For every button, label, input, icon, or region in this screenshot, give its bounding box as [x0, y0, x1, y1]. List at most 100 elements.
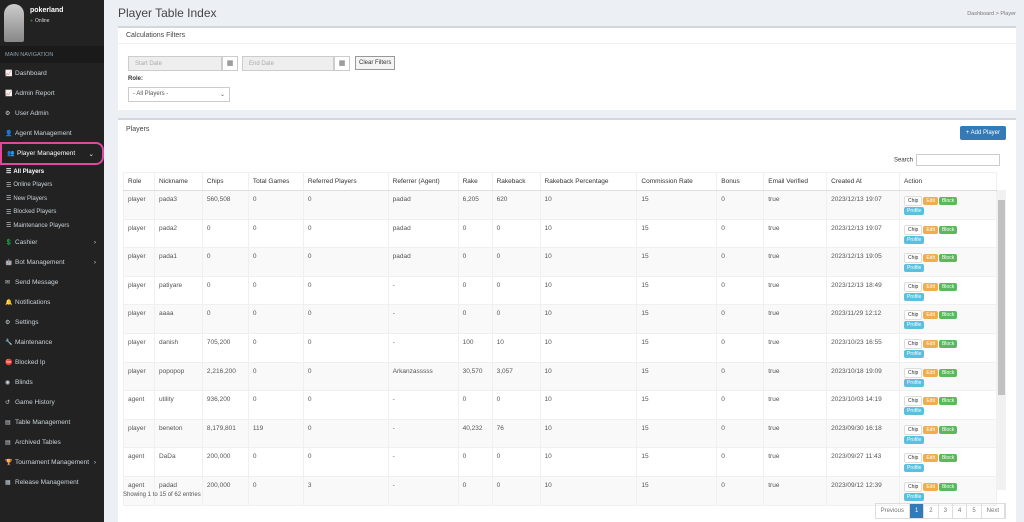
sidebar-item-agent-management[interactable]: 👤 Agent Management	[0, 123, 104, 143]
block-button[interactable]: Block	[938, 425, 958, 434]
profile-button[interactable]: Profile	[904, 207, 925, 215]
sidebar-subitem-blocked-players[interactable]: ☰ Blocked Players	[0, 206, 104, 220]
edit-button[interactable]: Edit	[923, 339, 938, 348]
column-header[interactable]: Chips	[201, 172, 249, 191]
chip-button[interactable]: Chip	[904, 367, 923, 378]
block-button[interactable]: Block	[938, 254, 958, 263]
chip-button[interactable]: Chip	[904, 396, 923, 407]
sidebar-subitem-online-players[interactable]: ☰ Online Players	[0, 179, 104, 193]
column-header[interactable]: Nickname	[153, 172, 203, 191]
breadcrumb-dashboard[interactable]: Dashboard	[967, 11, 995, 17]
edit-button[interactable]: Edit	[923, 454, 938, 463]
sidebar-item-game-history[interactable]: ↺ Game History	[0, 393, 104, 413]
column-header[interactable]: Rakeback Percentage	[539, 172, 638, 191]
column-header[interactable]: Created At	[826, 172, 901, 191]
column-header[interactable]: Action	[899, 172, 997, 191]
sidebar-item-user-admin[interactable]: ⚙ User Admin	[0, 103, 104, 123]
profile-button[interactable]: Profile	[904, 264, 925, 273]
sidebar-item-notifications[interactable]: 🔔 Notifications	[0, 293, 104, 313]
edit-button[interactable]: Edit	[923, 368, 938, 377]
sidebar-item-settings[interactable]: ⚙ Settings	[0, 313, 104, 333]
sidebar-item-tournament-management[interactable]: 🏆 Tournament Management ›	[0, 453, 104, 473]
page-next[interactable]: Next	[982, 504, 1005, 518]
column-header[interactable]: Referred Players	[302, 172, 389, 191]
column-header[interactable]: Total Games	[247, 172, 304, 191]
profile-button[interactable]: Profile	[904, 407, 925, 416]
profile-button[interactable]: Profile	[904, 435, 925, 444]
sidebar-item-maintenance[interactable]: 🔧 Maintenance	[0, 333, 104, 353]
edit-button[interactable]: Edit	[923, 397, 938, 406]
sidebar-item-bot-management[interactable]: 🤖 Bot Management ›	[0, 253, 104, 273]
sidebar-item-table-management[interactable]: ▤ Table Management	[0, 413, 104, 433]
edit-button[interactable]: Edit	[923, 311, 938, 320]
add-player-button[interactable]: + Add Player	[959, 126, 1006, 140]
sidebar-item-release-management[interactable]: ▦ Release Management	[0, 473, 104, 493]
calendar-icon[interactable]: ▦	[334, 56, 350, 71]
chip-button[interactable]: Chip	[904, 310, 923, 321]
profile-button[interactable]: Profile	[904, 349, 925, 358]
chip-button[interactable]: Chip	[904, 253, 923, 264]
sidebar-item-dashboard[interactable]: 📈 Dashboard	[0, 63, 104, 83]
column-header[interactable]: Bonus	[716, 172, 765, 191]
sidebar-item-send-message[interactable]: ✉ Send Message	[0, 273, 104, 293]
page-1[interactable]: 1	[909, 504, 925, 518]
page-2[interactable]: 2	[924, 504, 939, 518]
sidebar-item-admin-report[interactable]: 📈 Admin Report	[0, 83, 104, 103]
profile-button[interactable]: Profile	[904, 464, 925, 473]
page-3[interactable]: 3	[939, 504, 953, 518]
chip-button[interactable]: Chip	[904, 196, 923, 206]
column-header[interactable]: Rake	[457, 172, 493, 191]
end-date-input[interactable]: End Date	[242, 56, 334, 71]
sidebar-subitem-all-players[interactable]: ☰ All Players	[0, 165, 104, 179]
sidebar-subitem-new-players[interactable]: ☰ New Players	[0, 192, 104, 206]
sidebar-item-cashier[interactable]: 💲 Cashier ›	[0, 233, 104, 253]
edit-button[interactable]: Edit	[923, 197, 938, 205]
block-button[interactable]: Block	[938, 454, 958, 463]
block-button[interactable]: Block	[938, 282, 958, 291]
column-header[interactable]: Rakeback	[491, 172, 541, 191]
profile-button[interactable]: Profile	[904, 292, 925, 301]
column-header[interactable]: Role	[123, 172, 155, 191]
profile-button[interactable]: Profile	[904, 321, 925, 330]
edit-button[interactable]: Edit	[923, 482, 938, 491]
sidebar-item-blinds[interactable]: ◉ Blinds	[0, 373, 104, 393]
table-scrollbar[interactable]	[997, 190, 1006, 490]
page-5[interactable]: 5	[967, 504, 982, 518]
chip-button[interactable]: Chip	[904, 424, 923, 435]
profile-button[interactable]: Profile	[904, 378, 925, 387]
calendar-icon[interactable]: ▦	[222, 56, 238, 71]
profile-button[interactable]: Profile	[904, 492, 925, 501]
chip-button[interactable]: Chip	[904, 338, 923, 349]
scrollbar-thumb[interactable]	[998, 200, 1005, 395]
block-button[interactable]: Block	[938, 339, 958, 348]
block-button[interactable]: Block	[938, 397, 958, 406]
chip-button[interactable]: Chip	[904, 224, 923, 235]
chip-button[interactable]: Chip	[904, 481, 923, 492]
search-input[interactable]	[916, 154, 1000, 166]
column-header[interactable]: Email Verified	[763, 172, 828, 191]
block-button[interactable]: Block	[938, 197, 958, 205]
start-date-input[interactable]: Start Date	[128, 56, 222, 71]
column-header[interactable]: Commission Rate	[636, 172, 718, 191]
column-header[interactable]: Referrer (Agent)	[387, 172, 459, 191]
page-4[interactable]: 4	[953, 504, 968, 518]
sidebar-subitem-maintenance-players[interactable]: ☰ Maintenance Players	[0, 219, 104, 233]
clear-filters-button[interactable]: Clear Filters	[355, 56, 396, 70]
role-select[interactable]: - All Players - ⌄	[128, 87, 230, 102]
edit-button[interactable]: Edit	[923, 282, 938, 291]
edit-button[interactable]: Edit	[923, 425, 938, 434]
profile-button[interactable]: Profile	[904, 235, 925, 244]
edit-button[interactable]: Edit	[923, 254, 938, 263]
sidebar-item-blocked-ip[interactable]: ⛔ Blocked Ip	[0, 353, 104, 373]
block-button[interactable]: Block	[938, 368, 958, 377]
table-cell: true	[763, 418, 828, 449]
block-button[interactable]: Block	[938, 482, 958, 491]
chip-button[interactable]: Chip	[904, 453, 923, 464]
block-button[interactable]: Block	[938, 311, 958, 320]
edit-button[interactable]: Edit	[923, 225, 938, 234]
sidebar-item-archived-tables[interactable]: ▤ Archived Tables	[0, 433, 104, 453]
page-previous[interactable]: Previous	[876, 504, 910, 518]
sidebar-item-player-management[interactable]: 👥 Player Management ⌄	[0, 142, 104, 165]
chip-button[interactable]: Chip	[904, 281, 923, 292]
block-button[interactable]: Block	[938, 225, 958, 234]
